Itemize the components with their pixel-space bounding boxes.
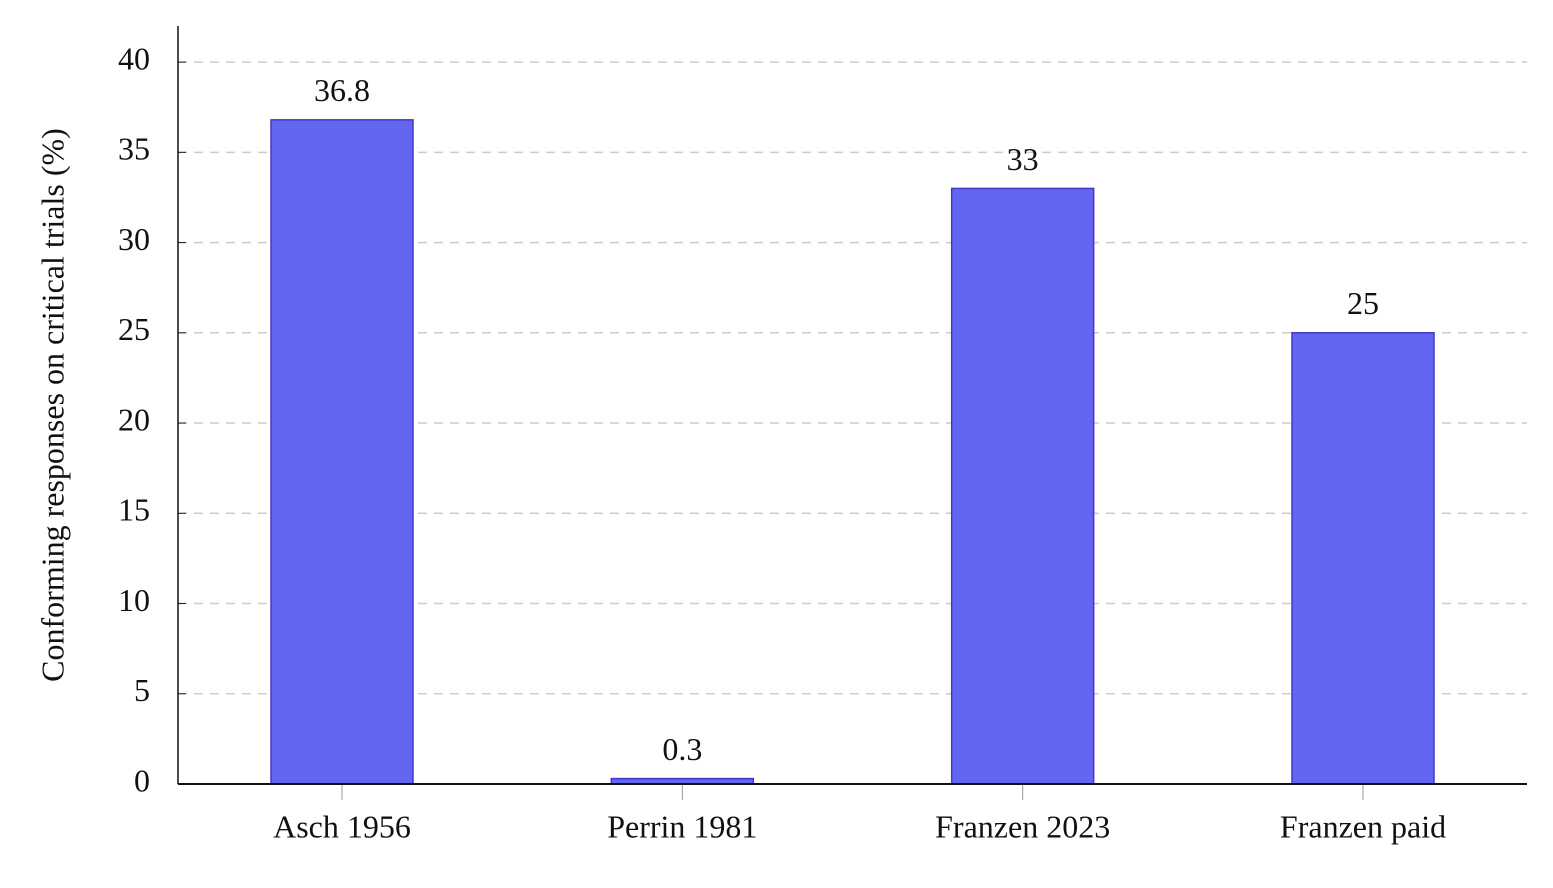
y-axis-label: Conforming responses on critical trials … [34,128,70,682]
x-tick-label: Asch 1956 [273,808,411,844]
bar [950,187,1095,785]
y-tick-label: 15 [118,492,150,528]
y-tick-label: 20 [118,401,150,437]
data-label: 0.3 [662,731,702,767]
bar [1291,332,1435,785]
y-tick-label: 0 [134,762,150,798]
y-tick-label: 5 [134,672,150,708]
x-tick-label: Franzen paid [1280,808,1446,844]
y-tick-label: 25 [118,311,150,347]
data-label: 33 [1007,141,1039,177]
x-tick-label: Franzen 2023 [935,808,1110,844]
y-tick-label: 30 [118,221,150,257]
y-tick-label: 35 [118,131,150,167]
data-label: 36.8 [314,72,370,108]
bar [270,119,414,785]
y-tick-label: 10 [118,582,150,618]
x-tick-label: Perrin 1981 [607,808,757,844]
y-tick-label: 40 [118,40,150,76]
data-label: 25 [1347,285,1379,321]
